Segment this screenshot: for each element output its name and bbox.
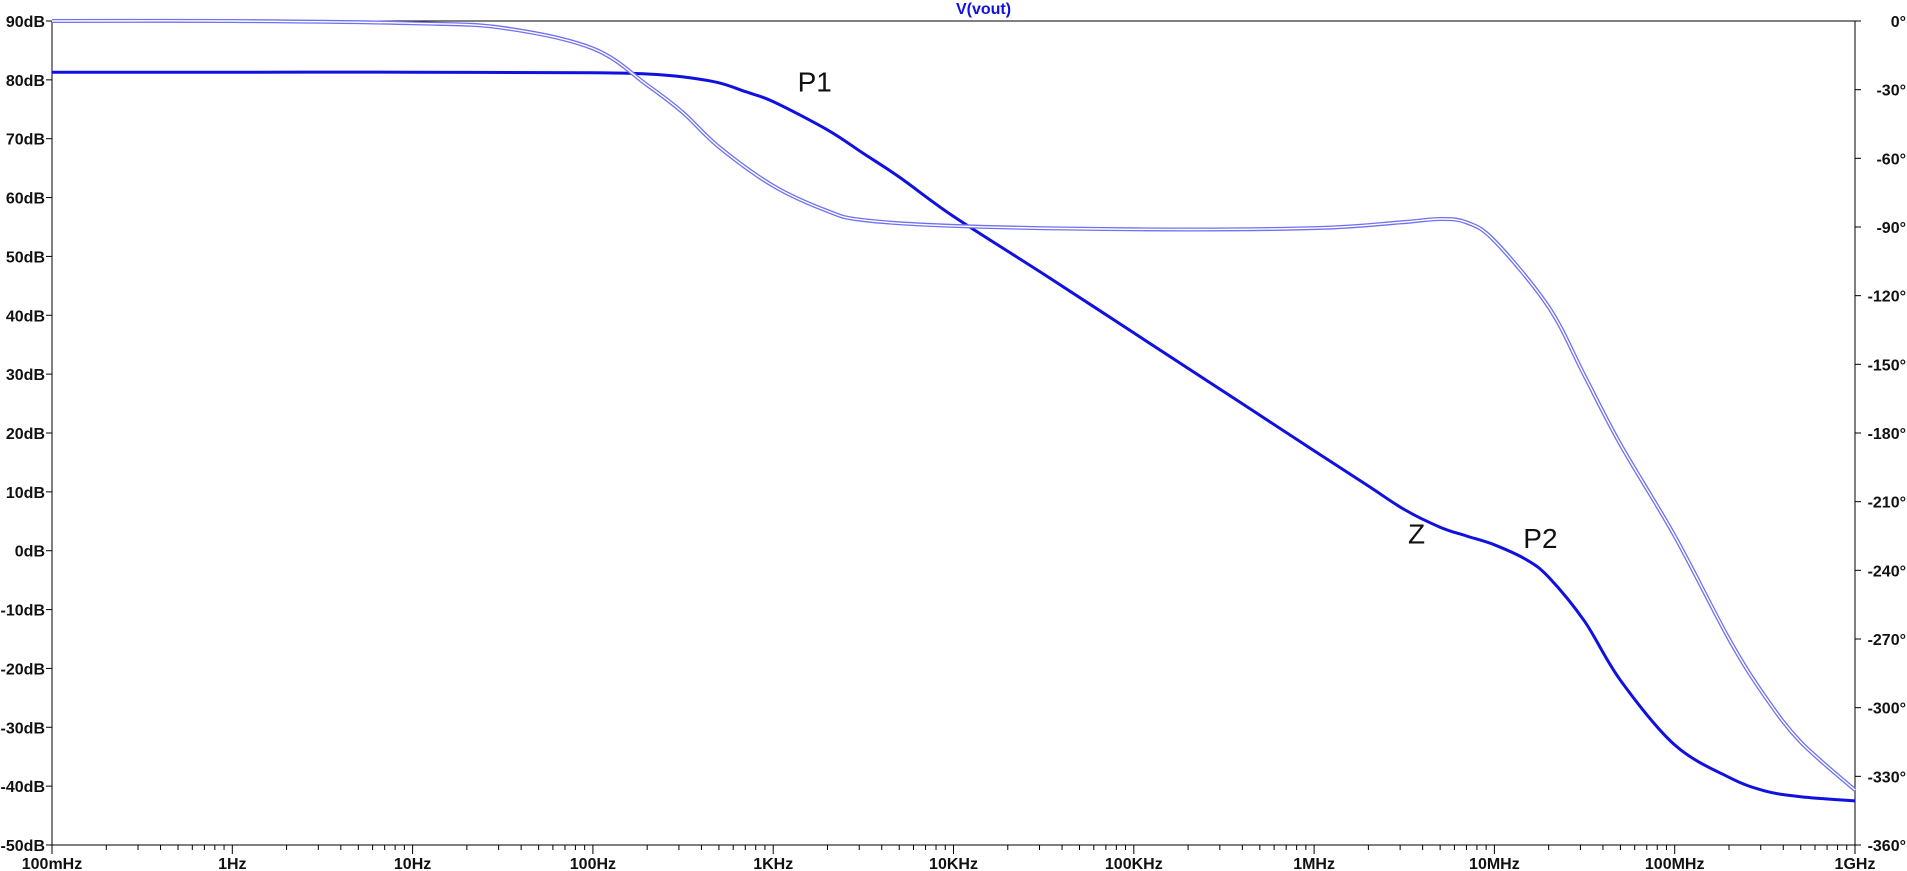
x-tick-label: 10MHz: [1469, 856, 1520, 871]
y-left-tick-label: 80dB: [6, 73, 45, 90]
x-tick-label: 1Hz: [218, 856, 246, 871]
x-tick-label: 1GHz: [1835, 856, 1876, 871]
phase-line-inner: [51, 20, 1856, 791]
annotation-label: Z: [1408, 519, 1425, 550]
y-left-tick-label: 0dB: [15, 544, 45, 561]
y-left-tick-label: 90dB: [6, 14, 45, 31]
y-left-tick-label: -20dB: [1, 661, 45, 678]
y-right-tick-label: -180°: [1868, 426, 1906, 443]
y-right-tick-label: -210°: [1868, 495, 1906, 512]
annotation-label: P2: [1523, 523, 1557, 554]
y-right-tick-label: -60°: [1876, 151, 1906, 168]
y-left-tick-label: 70dB: [6, 132, 45, 149]
y-right-tick-label: -270°: [1868, 632, 1906, 649]
x-tick-label: 10Hz: [394, 856, 431, 871]
y-right-tick-label: -150°: [1868, 357, 1906, 374]
chart-title: V(vout): [956, 1, 1011, 18]
annotation-layer: P1 Z P2: [798, 67, 1558, 554]
y-right-tick-label: -240°: [1868, 563, 1906, 580]
y-left-tick-label: 30dB: [6, 367, 45, 384]
y-left-tick-label: 50dB: [6, 249, 45, 266]
phase-line-outer: [51, 18, 1857, 792]
y-right-tick-label: -300°: [1868, 701, 1906, 718]
y-right-tick-label: -120°: [1868, 289, 1906, 306]
y-left-tick-label: -10dB: [1, 603, 45, 620]
magnitude-line: [52, 70, 1856, 803]
annotation-label: P1: [798, 67, 832, 98]
y-left-tick-label: 40dB: [6, 308, 45, 325]
y-left-tick-label: -40dB: [1, 779, 45, 796]
x-tick-label: 100Hz: [570, 856, 616, 871]
y-right-tick-label: -360°: [1868, 838, 1906, 855]
plot-frame: [51, 20, 1856, 846]
series-layer: [51, 18, 1857, 803]
y-right-tick-label: -330°: [1868, 769, 1906, 786]
x-tick-label: 10KHz: [929, 856, 978, 871]
plot-axes: 100mHz 1Hz 10Hz 100Hz 1KHz 10KHz 100KHz 1MHz 10M…: [1, 14, 1906, 871]
x-tick-label: 1MHz: [1293, 856, 1335, 871]
x-tick-label: 1KHz: [753, 856, 793, 871]
x-tick-label: 100MHz: [1645, 856, 1705, 871]
y-left-tick-label: -30dB: [1, 720, 45, 737]
y-right-tick-label: -30°: [1876, 83, 1906, 100]
y-left-tick-label: 20dB: [6, 426, 45, 443]
y-left-tick-label: 60dB: [6, 191, 45, 208]
x-tick-label: 100KHz: [1105, 856, 1163, 871]
y-left-tick-label: -50dB: [1, 838, 45, 855]
y-right-tick-label: -90°: [1876, 220, 1906, 237]
y-left-tick-label: 10dB: [6, 485, 45, 502]
x-tick-label: 100mHz: [22, 856, 82, 871]
y-right-tick-label: 0°: [1891, 14, 1906, 31]
